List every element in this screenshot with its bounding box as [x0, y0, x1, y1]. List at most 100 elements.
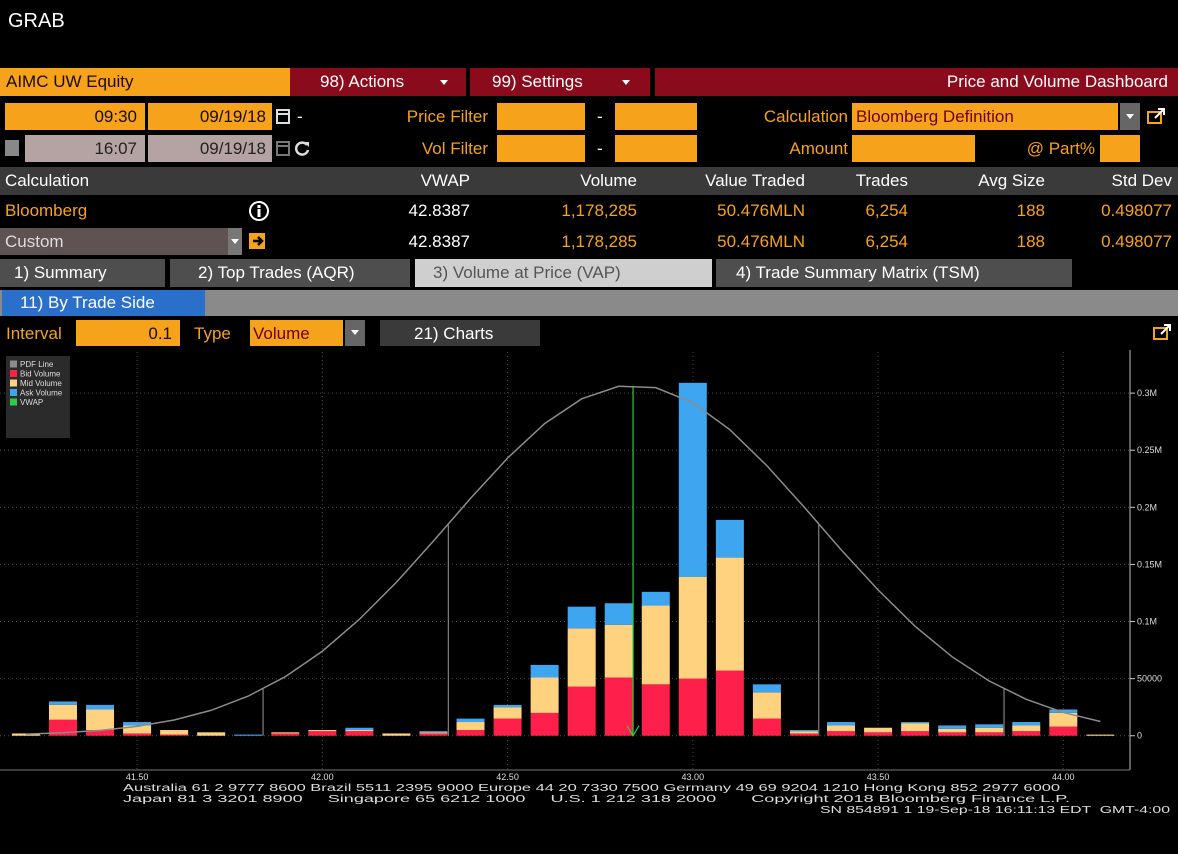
table-cell: 42.8387: [408, 201, 470, 220]
bar-segment: [456, 730, 485, 736]
actions-label: 98) Actions: [320, 72, 405, 91]
bar-segment: [1086, 734, 1115, 736]
calculation-select[interactable]: Bloomberg Definition: [852, 103, 1118, 130]
tab[interactable]: 4) Trade Summary Matrix (TSM): [716, 259, 1072, 287]
legend-label: VWAP: [20, 398, 43, 407]
bar-segment: [641, 591, 670, 606]
bar-segment: [975, 732, 1004, 736]
interval-input[interactable]: 0.1: [76, 320, 180, 346]
legend-label: Bid Volume: [20, 370, 61, 379]
legend-label: PDF Line: [20, 360, 54, 369]
table-cell: 0.498077: [1101, 232, 1172, 251]
bar-segment: [567, 686, 596, 736]
bar-segment: [604, 624, 633, 678]
legend-label: Mid Volume: [20, 379, 62, 388]
part-input[interactable]: [1100, 135, 1140, 162]
amount-label: Amount: [789, 139, 848, 158]
tab[interactable]: 1) Summary: [0, 259, 165, 287]
x-tick-label: 44.00: [1052, 772, 1075, 782]
dropdown-button[interactable]: [1120, 103, 1140, 130]
legend-swatch: [10, 360, 17, 368]
calendar-icon[interactable]: [276, 108, 290, 124]
end-date[interactable]: 09/19/18: [148, 135, 272, 162]
bar-segment: [86, 709, 115, 731]
bar-segment: [827, 731, 856, 736]
bar-segment: [1049, 726, 1078, 736]
bar-segment: [864, 732, 893, 736]
charts-button[interactable]: 21) Charts: [380, 320, 540, 346]
vol-max-input[interactable]: [615, 135, 697, 162]
bar-segment: [456, 722, 485, 731]
column-header: Calculation: [5, 171, 90, 190]
bar-segment: [604, 603, 633, 625]
bar-segment: [493, 704, 522, 708]
chart: 0 50000 0.1M 0.15M 0.2M 0.25M 0.3M 41.50 42.00 42…: [0, 350, 1171, 816]
type-select[interactable]: Volume: [250, 320, 343, 346]
bar-segment: [715, 519, 744, 558]
bar-segment: [1012, 722, 1041, 726]
bar-segment: [938, 725, 967, 729]
legend-swatch: [10, 398, 17, 406]
legend-swatch: [10, 379, 17, 387]
pdf-line: [25, 385, 1101, 735]
bar-segment: [419, 731, 448, 733]
bar-segment: [938, 728, 967, 733]
table-cell: 188: [1016, 201, 1045, 220]
subtab-active[interactable]: 11) By Trade Side: [2, 290, 205, 316]
bar-segment: [197, 732, 226, 736]
actions-menu[interactable]: 98) Actions: [290, 68, 466, 96]
bar-segment: [48, 704, 77, 720]
y-tick-label: 0: [1137, 731, 1142, 741]
bar-segment: [678, 576, 707, 679]
bar-segment: [382, 733, 411, 736]
bar-segment: [345, 731, 374, 736]
end-time[interactable]: 16:07: [25, 135, 145, 162]
x-tick-label: 41.50: [126, 772, 149, 782]
apply-icon[interactable]: [248, 231, 268, 251]
dashboard-title: Price and Volume Dashboard: [655, 68, 1178, 96]
footer-line: Japan 81 3 3201 8900 Singapore 65 6212 1…: [123, 794, 1070, 805]
start-date[interactable]: 09/19/18: [148, 103, 272, 130]
info-icon[interactable]: [248, 200, 270, 222]
bar-segment: [530, 664, 559, 678]
dropdown-arrow: [351, 330, 359, 335]
start-time[interactable]: 09:30: [5, 103, 145, 130]
bar-segment: [975, 724, 1004, 728]
bar-segment: [308, 730, 337, 732]
bar-segment: [456, 718, 485, 723]
export-icon[interactable]: [1152, 322, 1174, 342]
price-max-input[interactable]: [615, 103, 697, 130]
dropdown-button[interactable]: [228, 228, 242, 255]
column-header: Avg Size: [978, 171, 1045, 190]
dropdown-arrow: [231, 239, 239, 244]
table-cell: 6,254: [865, 201, 908, 220]
bar-segment: [86, 730, 115, 736]
bar-segment: [604, 677, 633, 736]
bar-segment: [345, 727, 374, 731]
bar-segment: [715, 670, 744, 736]
settings-menu[interactable]: 99) Settings: [470, 68, 650, 96]
bar-segment: [160, 734, 189, 736]
window-title: GRAB: [8, 10, 65, 32]
refresh-icon[interactable]: [293, 139, 311, 157]
dropdown-button[interactable]: [345, 320, 365, 346]
bar-segment: [11, 733, 40, 736]
calendar-icon[interactable]: [276, 140, 290, 156]
table-cell: 188: [1016, 232, 1045, 251]
custom-select[interactable]: Custom: [0, 228, 228, 255]
tab[interactable]: 2) Top Trades (AQR): [170, 259, 410, 287]
amount-input[interactable]: [852, 135, 975, 162]
checkbox[interactable]: [5, 140, 19, 156]
security-field[interactable]: AIMC UW Equity: [0, 68, 290, 96]
vwap-arrow: [626, 725, 640, 737]
y-tick-label: 0.3M: [1137, 388, 1157, 398]
vol-min-input[interactable]: [497, 135, 585, 162]
legend-box: [6, 356, 70, 438]
column-header: Value Traded: [705, 171, 805, 190]
bar-segment: [160, 730, 189, 735]
export-icon[interactable]: [1146, 107, 1168, 125]
tab-active[interactable]: 3) Volume at Price (VAP): [415, 259, 712, 287]
y-tick-label: 0.15M: [1137, 559, 1162, 569]
price-min-input[interactable]: [497, 103, 585, 130]
